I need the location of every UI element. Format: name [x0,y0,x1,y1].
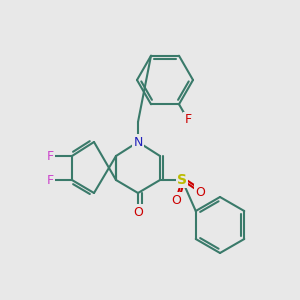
Text: N: N [133,136,143,148]
Text: O: O [171,194,181,206]
Text: O: O [133,206,143,218]
Text: F: F [46,173,54,187]
Text: F: F [46,149,54,163]
Text: O: O [195,185,205,199]
Text: F: F [184,113,192,126]
Text: S: S [177,173,187,187]
